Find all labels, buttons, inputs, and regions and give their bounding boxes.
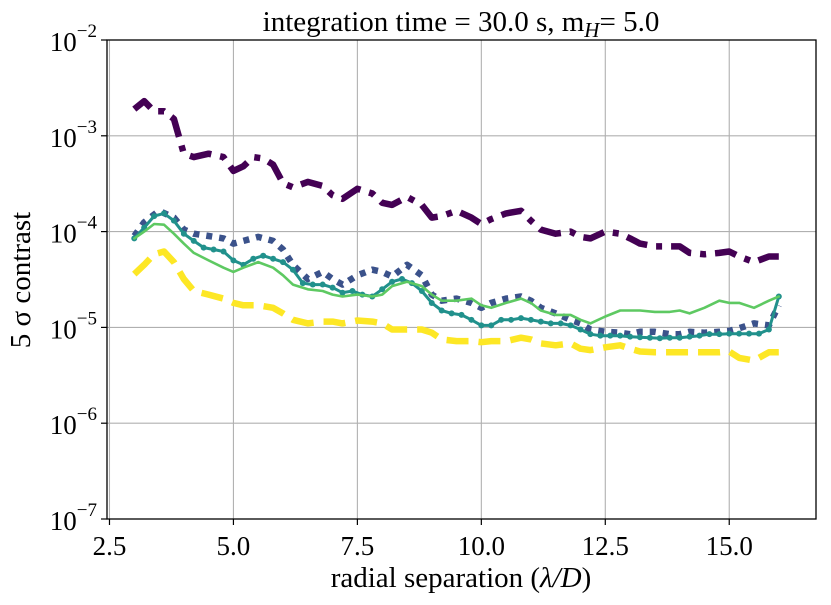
series-3-point-36 [488,322,495,329]
series-3-point-39 [517,315,524,322]
series-3-point-15 [280,259,287,266]
series-5-line [132,248,779,364]
x-tick-label-4: 12.5 [582,531,629,561]
series-3-point-19 [319,281,326,288]
y-tick-label-2: 10−5 [50,308,97,344]
series-3-point-35 [478,322,485,329]
y-axis-label: 5 σ contrast [5,212,37,348]
x-tick-label-1: 5.0 [217,531,251,561]
series-3-point-55 [676,334,683,341]
series-3-point-44 [567,322,574,329]
series-3-point-37 [498,316,505,323]
series-3-point-49 [617,332,624,339]
series-1-line [132,97,779,266]
series-3-point-56 [686,333,693,340]
series-3-point-50 [627,333,634,340]
series-3-point-31 [438,307,445,314]
series-3-point-64 [765,326,772,333]
series-3-point-26 [389,278,396,285]
title-subscript: H [583,18,601,42]
series-3-point-29 [418,287,425,294]
series-3-point-40 [527,316,534,323]
series-3-point-48 [607,332,614,339]
series-3-point-54 [666,334,673,341]
series-3-point-27 [399,276,406,283]
y-tick-label-5: 10−2 [50,21,97,57]
series-3-point-62 [746,330,753,337]
title-suffix: = 5.0 [599,6,659,38]
series-3-point-25 [379,286,386,293]
series-3-point-12 [250,255,257,262]
series-3-point-18 [309,281,316,288]
series-3-point-47 [597,332,604,339]
series-3-point-2 [151,213,158,220]
series-3-point-52 [646,334,653,341]
series-3-point-38 [508,316,515,323]
series-3-point-61 [736,330,743,337]
x-axis-label: radial separation (λ/D) [331,562,592,594]
y-tick-label-0: 10−7 [50,500,97,536]
series-4-group [133,222,781,325]
series-2-line [131,207,782,338]
series-3-point-51 [636,334,643,341]
series-3-point-32 [448,310,455,317]
series-3-point-9 [220,248,227,255]
series-3-point-10 [230,257,237,264]
x-tick-label-0: 2.5 [93,531,127,561]
series-3-point-46 [587,331,594,338]
series-3-point-21 [339,289,346,296]
series-3-point-45 [577,326,584,333]
grid [107,39,816,520]
series-3-point-58 [706,331,713,338]
x-tick-label-2: 7.5 [341,531,375,561]
series-3-point-14 [270,255,277,262]
series-5-group [132,248,779,364]
series-3-point-60 [726,330,733,337]
series-3-point-57 [696,332,703,339]
series-3-point-41 [537,318,544,325]
series-3-point-33 [458,311,465,318]
series-3-point-63 [755,330,762,337]
series-3-point-34 [468,316,475,323]
plot-series [131,97,782,364]
series-4-line [133,222,781,325]
series-3-point-30 [428,299,435,306]
x-tick-label-5: 15.0 [706,531,753,561]
x-ticks: 2.5 5.0 7.5 10.0 12.5 15.0 [93,519,753,561]
series-3-point-13 [260,252,267,259]
series-3-point-3 [161,210,168,217]
series-3-group [131,210,782,342]
x-tick-label-3: 10.0 [458,531,505,561]
series-3-point-7 [200,244,207,251]
y-ticks: 10−7 10−6 10−5 10−4 10−3 10−2 [50,21,107,536]
plot-frame [106,39,817,520]
series-3-point-43 [557,320,564,327]
series-3-point-17 [299,280,306,287]
y-tick-label-1: 10−6 [50,404,97,440]
series-2-group [131,207,782,338]
series-3-point-22 [349,287,356,294]
series-3-point-6 [190,237,197,244]
series-3-point-8 [210,246,217,253]
series-3-point-59 [716,331,723,338]
series-3-point-53 [656,335,663,342]
series-3-point-5 [180,230,187,237]
x-axis-label-math: λ/D [539,562,582,594]
series-3-point-42 [547,320,554,327]
series-3-point-4 [170,217,177,224]
series-3-point-16 [289,266,296,273]
y-tick-label-3: 10−4 [50,213,98,249]
y-tick-label-4: 10−3 [50,117,97,153]
series-1-group [132,97,779,266]
series-3-point-20 [329,284,336,291]
chart-title: integration time = 30.0 s, mH= 5.0 [263,6,660,42]
